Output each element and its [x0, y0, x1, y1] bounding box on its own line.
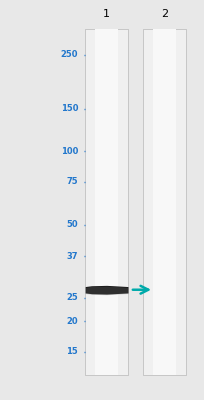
Text: 50: 50: [66, 220, 78, 229]
Text: 25: 25: [66, 293, 78, 302]
Text: 75: 75: [66, 177, 78, 186]
Bar: [85, 28, 127, 375]
Text: 150: 150: [60, 104, 78, 113]
Text: 2: 2: [160, 9, 167, 19]
Text: 100: 100: [60, 147, 78, 156]
Bar: [94, 28, 118, 375]
Text: 1: 1: [103, 9, 110, 19]
Bar: [152, 28, 175, 375]
Text: 37: 37: [66, 252, 78, 261]
Text: 20: 20: [66, 317, 78, 326]
Text: 250: 250: [60, 50, 78, 59]
Text: 15: 15: [66, 347, 78, 356]
Bar: [143, 28, 185, 375]
